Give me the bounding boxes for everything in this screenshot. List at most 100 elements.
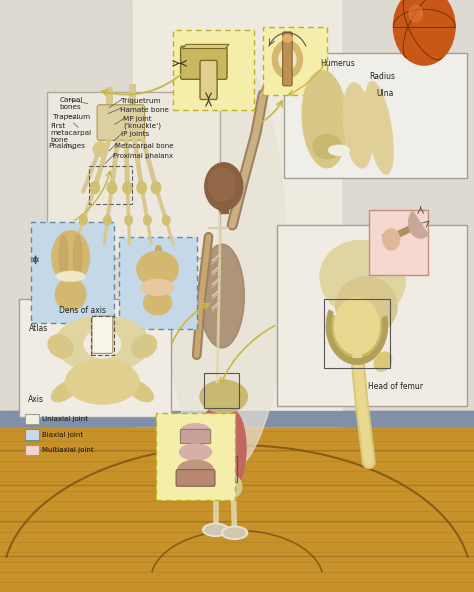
Circle shape <box>103 215 111 225</box>
Ellipse shape <box>141 279 174 295</box>
Circle shape <box>90 182 100 194</box>
Ellipse shape <box>48 334 73 358</box>
Bar <box>0 411 474 426</box>
FancyBboxPatch shape <box>369 210 428 275</box>
FancyBboxPatch shape <box>283 32 292 86</box>
Bar <box>0 411 474 592</box>
Circle shape <box>383 229 400 250</box>
Ellipse shape <box>328 145 349 156</box>
Text: Biaxial joint: Biaxial joint <box>42 432 83 437</box>
Text: Head of femur: Head of femur <box>368 382 423 391</box>
Text: Multiaxial joint: Multiaxial joint <box>42 447 93 453</box>
Ellipse shape <box>93 142 108 157</box>
FancyBboxPatch shape <box>97 105 145 140</box>
Ellipse shape <box>203 523 228 536</box>
Ellipse shape <box>374 352 392 371</box>
Text: Ilium: Ilium <box>382 234 401 243</box>
Circle shape <box>393 0 455 65</box>
Ellipse shape <box>320 240 405 318</box>
FancyBboxPatch shape <box>92 316 113 353</box>
Ellipse shape <box>205 525 227 535</box>
Bar <box>25 414 39 424</box>
Ellipse shape <box>84 330 121 358</box>
Ellipse shape <box>52 231 90 284</box>
Ellipse shape <box>224 528 246 538</box>
Ellipse shape <box>336 276 397 336</box>
Ellipse shape <box>164 47 287 474</box>
Ellipse shape <box>269 50 283 63</box>
Ellipse shape <box>221 526 247 539</box>
Ellipse shape <box>343 83 373 168</box>
Text: Phalanges: Phalanges <box>48 143 85 149</box>
Circle shape <box>125 215 132 225</box>
Polygon shape <box>182 44 229 49</box>
Ellipse shape <box>283 35 292 42</box>
FancyBboxPatch shape <box>200 60 217 99</box>
Circle shape <box>225 476 242 497</box>
Text: Ulna: Ulna <box>377 89 394 98</box>
FancyBboxPatch shape <box>118 237 197 329</box>
Wedge shape <box>326 310 388 365</box>
FancyBboxPatch shape <box>284 53 467 178</box>
Bar <box>25 445 39 455</box>
Ellipse shape <box>137 251 178 287</box>
Bar <box>133 0 341 426</box>
Text: Atlas: Atlas <box>28 324 48 333</box>
Circle shape <box>334 298 380 355</box>
Circle shape <box>137 182 146 194</box>
FancyBboxPatch shape <box>31 222 114 323</box>
Circle shape <box>123 182 132 194</box>
Ellipse shape <box>51 381 78 402</box>
Circle shape <box>409 5 422 22</box>
Bar <box>91 316 114 355</box>
Circle shape <box>107 182 117 194</box>
Text: Dens of axis: Dens of axis <box>59 306 106 315</box>
Ellipse shape <box>55 316 150 372</box>
Bar <box>324 300 390 368</box>
Ellipse shape <box>56 271 85 282</box>
Text: Proximal phalanx: Proximal phalanx <box>113 153 173 159</box>
FancyBboxPatch shape <box>156 413 235 500</box>
Text: Radius: Radius <box>370 72 396 81</box>
Circle shape <box>272 40 302 78</box>
Text: Triquetrum: Triquetrum <box>121 98 160 104</box>
Bar <box>204 373 239 408</box>
Ellipse shape <box>55 278 86 311</box>
Text: Uniaxial joint: Uniaxial joint <box>42 416 88 422</box>
Ellipse shape <box>200 381 247 413</box>
Text: Carpal
bones: Carpal bones <box>59 97 82 110</box>
Ellipse shape <box>181 424 210 437</box>
Ellipse shape <box>313 134 341 159</box>
Text: MP joint
('knuckle'): MP joint ('knuckle') <box>123 116 161 129</box>
Bar <box>89 166 132 204</box>
Ellipse shape <box>179 444 212 461</box>
FancyBboxPatch shape <box>181 46 227 79</box>
Circle shape <box>209 168 235 201</box>
Ellipse shape <box>59 235 68 279</box>
FancyBboxPatch shape <box>47 92 220 258</box>
Bar <box>25 429 39 440</box>
Bar <box>209 456 237 482</box>
Ellipse shape <box>302 70 347 168</box>
Ellipse shape <box>131 334 157 358</box>
FancyBboxPatch shape <box>180 429 211 443</box>
Ellipse shape <box>199 244 245 348</box>
Ellipse shape <box>199 407 230 487</box>
Ellipse shape <box>65 360 139 404</box>
Ellipse shape <box>219 410 246 487</box>
Ellipse shape <box>178 460 213 479</box>
Ellipse shape <box>127 381 154 402</box>
FancyBboxPatch shape <box>19 299 171 417</box>
Bar <box>219 189 228 213</box>
Bar <box>0 0 474 426</box>
Text: IP joints: IP joints <box>121 131 149 137</box>
Text: First
metacarpal
bone: First metacarpal bone <box>51 123 92 143</box>
Text: Hamate bone: Hamate bone <box>120 107 169 112</box>
Circle shape <box>163 215 170 225</box>
Circle shape <box>144 215 151 225</box>
Wedge shape <box>409 211 428 238</box>
FancyBboxPatch shape <box>277 225 467 406</box>
Circle shape <box>151 182 161 194</box>
FancyBboxPatch shape <box>176 469 215 486</box>
Ellipse shape <box>365 82 393 174</box>
